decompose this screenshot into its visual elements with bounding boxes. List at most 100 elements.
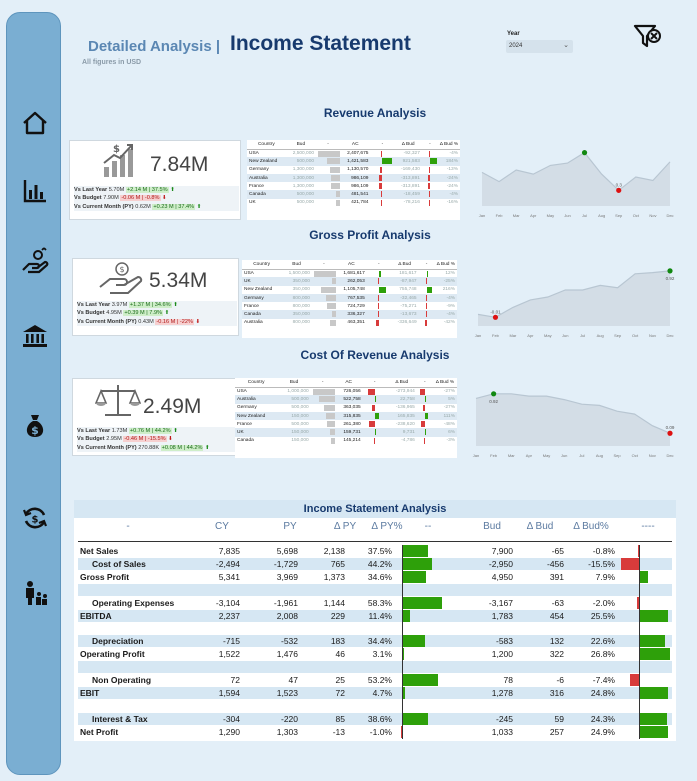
column-header[interactable]: - [311, 260, 336, 270]
budget-cell: 1,000,000 [287, 388, 309, 394]
is-column-header[interactable]: PY [283, 521, 297, 532]
svg-text:$: $ [119, 265, 124, 274]
column-header[interactable]: AC [340, 140, 371, 150]
column-header[interactable]: Δ Bud % [437, 140, 460, 150]
kpi-comparison-label: Vs Budget [74, 195, 102, 202]
trend-max-point[interactable] [667, 268, 673, 274]
delta-bar-cell [370, 166, 394, 174]
hand-coin-icon[interactable] [7, 243, 62, 279]
is-column-header[interactable]: Bud [483, 521, 501, 532]
actual-bar [325, 294, 336, 301]
bank-icon[interactable] [7, 318, 62, 354]
column-header[interactable]: - [421, 140, 438, 150]
actual-cell: 315,835 [334, 411, 363, 421]
table-row: UK 150,000 159,731 9,731 6% [235, 428, 457, 437]
column-header[interactable]: Δ Bud [394, 140, 422, 150]
column-header[interactable]: - [310, 378, 335, 388]
kpi-comparison-value: 7.90M [103, 195, 119, 202]
column-header[interactable]: AC [334, 378, 363, 388]
kpi-delta-value: +1.37 M [129, 302, 151, 308]
trend-min-point[interactable] [667, 430, 673, 436]
table-row: Germany 1,300,000 1,130,570 -169,430 -13% [247, 166, 460, 174]
column-header[interactable]: Δ Bud % [434, 260, 457, 270]
actual-bar-cell [316, 166, 341, 174]
cycle-dollar-icon[interactable]: $ [7, 500, 62, 536]
value-cell-dpy: -13 [332, 726, 345, 737]
country-cell: Germany [249, 167, 269, 173]
month-tick-label: Sep [614, 453, 622, 458]
column-header[interactable]: Country [247, 140, 286, 150]
gross-profit-trend-chart: 0.92 -0.01 Jan Feb Mar Apr May Jun Jul Aug Sep Oct N… [475, 268, 675, 338]
is-spacer-row [78, 661, 672, 674]
is-column-header[interactable]: Δ PY% [371, 521, 403, 532]
is-column-header[interactable]: Δ Bud [526, 521, 554, 532]
actual-cell: 724,729 [347, 303, 365, 309]
value-cell-bud: 1,200 [491, 649, 513, 660]
column-header[interactable]: Bud [277, 378, 311, 388]
column-header[interactable]: Country [242, 260, 282, 270]
trend-max-point[interactable] [491, 391, 497, 397]
kpi-delta-pct: 34.6% [154, 302, 171, 308]
delta-budget-cell: 755,748 [399, 287, 417, 293]
arrow-down-icon: ⬇ [160, 195, 167, 202]
delta-bar-cell [362, 395, 387, 404]
table-row: Germany 500,000 363,035 -136,965 -27% [235, 404, 457, 412]
column-header[interactable]: Bud [285, 140, 317, 150]
column-header[interactable]: - [362, 378, 387, 388]
is-column-header[interactable]: -- [424, 521, 432, 532]
delta-bar-cell [370, 199, 394, 207]
kpi-delta-value: +0.08 M [161, 444, 183, 451]
delta-budget-cell: -4,786 [401, 438, 415, 444]
is-column-header[interactable]: Δ PY [333, 521, 357, 532]
column-header[interactable]: Δ Bud % [432, 378, 457, 388]
country-cell: UK [235, 428, 278, 437]
column-header[interactable]: - [370, 140, 395, 150]
column-header[interactable]: - [316, 140, 341, 150]
year-dropdown[interactable]: 2024 ⌄ [506, 40, 573, 53]
actual-cell: 159,731 [334, 428, 363, 437]
column-header[interactable]: - [416, 378, 433, 388]
month-tick-label: Nov [649, 333, 656, 338]
arrow-up-icon: ⬆ [163, 310, 170, 317]
clear-filter-icon[interactable] [633, 23, 663, 51]
is-column-header[interactable]: Δ Bud% [573, 521, 609, 532]
value-cell-dpy: 1,373 [323, 571, 345, 582]
is-column-header[interactable]: - [126, 521, 130, 532]
month-tick-label: Sep [614, 333, 622, 338]
column-header[interactable]: - [418, 260, 435, 270]
month-tick-label: Jun [562, 333, 568, 338]
column-header[interactable]: - [366, 260, 391, 270]
column-header[interactable]: AC [335, 260, 367, 270]
trend-min-point[interactable] [616, 187, 622, 193]
delta-pct-cell: 111% [432, 411, 457, 421]
is-column-header[interactable]: ---- [641, 521, 655, 532]
value-cell-py: 1,476 [276, 649, 298, 660]
value-cell-dbudp: 24.9% [590, 726, 615, 737]
country-cell: Australia [244, 320, 263, 326]
cost-of-revenue-section-title: Cost Of Revenue Analysis [300, 348, 450, 362]
kpi-delta-value: +0.76 M [129, 428, 151, 434]
table-row: UK 500,000 421,784 -78,216 -16% [247, 199, 460, 207]
value-cell-dbudp: 22.6% [590, 636, 615, 647]
kpi-comparison-row: Vs Last Year 5.70M +2.14 M | 37.5% ⬆ [74, 186, 239, 194]
table-row: Australia 500,000 522,758 22,758 5% [235, 395, 457, 404]
is-column-header[interactable]: CY [215, 521, 229, 532]
money-bag-icon[interactable]: $ [7, 408, 62, 444]
delta-budget-cell: -313,891 [394, 173, 422, 183]
column-header[interactable]: Δ Bud [386, 378, 417, 388]
kpi-delta-pct: 44.2% [154, 428, 171, 434]
trend-max-point[interactable] [581, 150, 588, 156]
home-icon[interactable] [7, 105, 62, 141]
row-label: Operating Expenses [92, 597, 175, 608]
delta-pct-cell: -27% [443, 388, 455, 394]
value-cell-py: -1,729 [273, 558, 298, 569]
org-people-icon[interactable] [7, 575, 62, 611]
value-cell-cy: 1,522 [218, 649, 240, 660]
column-header[interactable]: Δ Bud [390, 260, 419, 270]
svg-text:$: $ [31, 515, 38, 526]
column-header[interactable]: Bud [281, 260, 312, 270]
kpi-delta-badge: +0.39 M | 7.9% [123, 310, 164, 317]
column-header[interactable]: Country [235, 378, 278, 388]
bar-chart-icon[interactable] [7, 173, 62, 209]
trend-min-point[interactable] [492, 314, 499, 320]
